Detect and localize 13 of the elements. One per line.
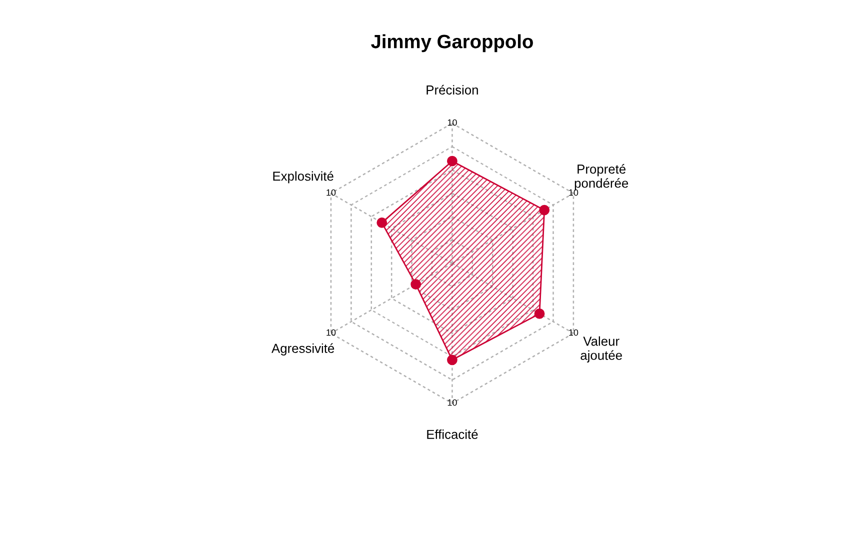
spoke-label: Propreté pondérée: [574, 164, 628, 190]
text: 10: [448, 119, 457, 126]
text: 10: [326, 189, 336, 196]
spoke-label: Valeur ajoutée: [580, 336, 622, 362]
text: 10: [569, 329, 578, 336]
text: 10: [326, 329, 336, 336]
text: 10: [448, 399, 457, 406]
spoke-label: Explosivité: [273, 171, 334, 184]
text: 10: [569, 189, 578, 196]
spoke-label: Efficacité: [427, 429, 478, 439]
spoke-label: Agressivité: [272, 343, 334, 356]
chart-title: Jimmy Garoppolo: [371, 34, 533, 52]
spoke-label: Précision: [426, 84, 478, 95]
